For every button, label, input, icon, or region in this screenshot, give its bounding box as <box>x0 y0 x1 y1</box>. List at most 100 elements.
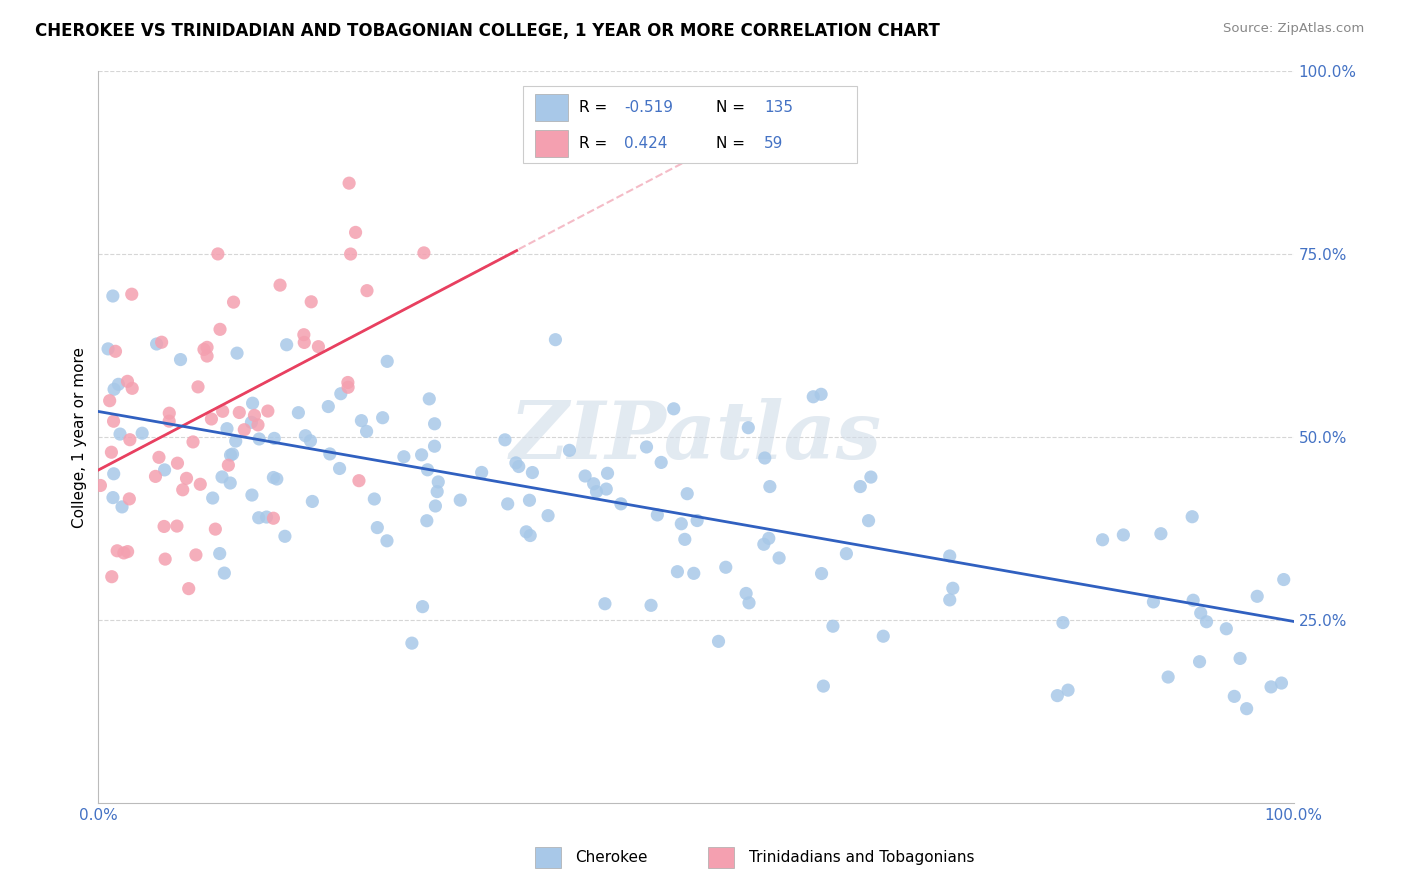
Point <box>636 440 658 454</box>
Point <box>157 414 180 428</box>
Point <box>666 565 689 579</box>
Point <box>292 335 315 350</box>
Text: Source: ZipAtlas.com: Source: ZipAtlas.com <box>1223 22 1364 36</box>
Point <box>872 629 894 643</box>
Point <box>371 410 394 425</box>
Text: R =: R = <box>579 136 612 151</box>
Point <box>294 428 316 442</box>
Point <box>195 340 218 354</box>
Point <box>222 295 245 310</box>
Point <box>240 488 263 502</box>
Point <box>262 470 284 484</box>
Point <box>416 463 439 477</box>
Point <box>329 461 352 475</box>
Point <box>537 508 560 523</box>
Point <box>169 352 191 367</box>
Point <box>505 456 527 470</box>
Point <box>593 597 616 611</box>
Point <box>157 406 180 420</box>
Point <box>181 434 204 449</box>
Point <box>187 380 209 394</box>
Point <box>738 596 761 610</box>
Point <box>201 491 224 505</box>
Point <box>274 529 297 543</box>
Point <box>112 546 135 560</box>
Point <box>1260 680 1282 694</box>
Point <box>1272 573 1295 587</box>
Point <box>211 470 233 484</box>
Point <box>266 472 288 486</box>
Point <box>97 342 120 356</box>
Point <box>228 405 250 419</box>
Point <box>226 346 249 360</box>
Point <box>1150 526 1173 541</box>
Point <box>673 533 696 547</box>
Point <box>111 500 134 514</box>
Point <box>759 479 782 493</box>
Point <box>131 426 153 441</box>
Point <box>676 486 699 500</box>
Point <box>859 470 882 484</box>
Point <box>98 393 121 408</box>
Point <box>329 386 352 401</box>
Point <box>350 414 373 428</box>
Point <box>423 439 446 453</box>
Point <box>1188 655 1211 669</box>
Point <box>1189 606 1212 620</box>
Point <box>211 404 233 418</box>
Point <box>247 432 270 446</box>
Point <box>682 566 704 581</box>
Point <box>1270 676 1292 690</box>
Point <box>425 499 447 513</box>
Point <box>100 570 122 584</box>
Point <box>337 380 360 394</box>
Point <box>337 176 360 190</box>
Point <box>1091 533 1114 547</box>
Text: N =: N = <box>716 100 751 115</box>
Point <box>508 459 530 474</box>
Text: R =: R = <box>579 100 612 115</box>
Point <box>582 476 605 491</box>
Point <box>89 478 111 492</box>
Point <box>813 679 835 693</box>
Point <box>172 483 194 497</box>
Point <box>184 548 207 562</box>
Point <box>737 420 759 434</box>
Bar <box>534 847 561 868</box>
Point <box>100 445 122 459</box>
Point <box>938 549 960 563</box>
Point <box>1142 595 1164 609</box>
Point <box>153 552 176 566</box>
Point <box>299 434 322 448</box>
Point <box>176 471 198 485</box>
Point <box>754 450 776 465</box>
Point <box>299 294 322 309</box>
Point <box>1223 690 1246 704</box>
Point <box>207 247 229 261</box>
Point <box>276 337 298 351</box>
Point <box>375 533 398 548</box>
Point <box>1236 701 1258 715</box>
Point <box>1052 615 1074 630</box>
Point <box>107 377 129 392</box>
Text: ZIPatlas: ZIPatlas <box>510 399 882 475</box>
Point <box>821 619 844 633</box>
Point <box>375 354 398 368</box>
Point <box>339 247 361 261</box>
Point <box>356 284 378 298</box>
Point <box>117 544 139 558</box>
Point <box>307 340 329 354</box>
Point <box>707 634 730 648</box>
Point <box>810 566 832 581</box>
Point <box>233 423 256 437</box>
Point <box>496 497 519 511</box>
Point <box>263 431 285 445</box>
Point <box>519 493 541 508</box>
Point <box>366 520 388 534</box>
Point <box>1057 683 1080 698</box>
Point <box>153 519 176 533</box>
Point <box>225 434 247 449</box>
Point <box>121 287 143 301</box>
Point <box>292 327 315 342</box>
Text: Trinidadians and Tobagonians: Trinidadians and Tobagonians <box>748 850 974 865</box>
